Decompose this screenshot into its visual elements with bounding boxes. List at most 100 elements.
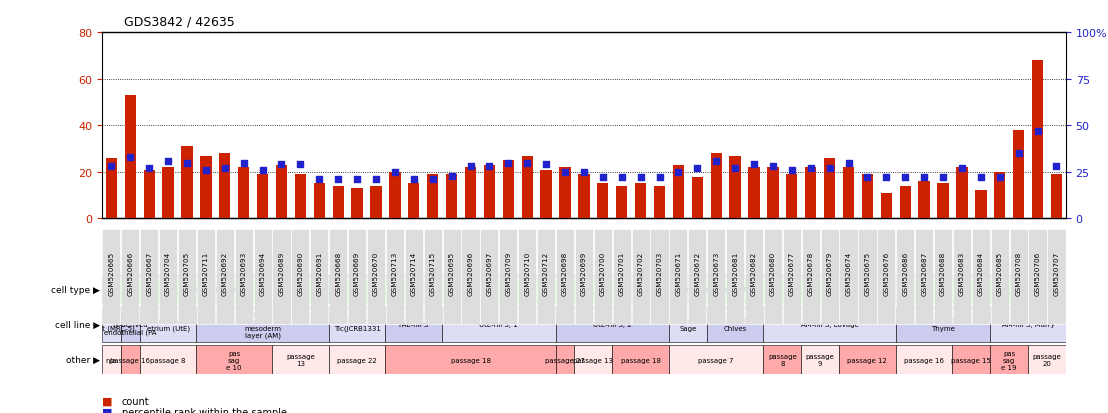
Point — [632, 175, 649, 181]
Text: GSM520669: GSM520669 — [355, 251, 360, 295]
Text: GSM520710: GSM520710 — [524, 251, 531, 295]
Bar — [578, 175, 589, 219]
Text: AM-hiPS, Lovage: AM-hiPS, Lovage — [801, 322, 859, 328]
Point — [178, 160, 196, 166]
FancyBboxPatch shape — [669, 230, 687, 325]
Text: uterine endom
etrium (UtE): uterine endom etrium (UtE) — [142, 318, 194, 331]
Text: ■: ■ — [102, 407, 112, 413]
Text: GSM520713: GSM520713 — [392, 251, 398, 295]
Point — [765, 164, 782, 170]
FancyBboxPatch shape — [555, 307, 669, 342]
FancyBboxPatch shape — [613, 230, 630, 325]
FancyBboxPatch shape — [613, 345, 669, 374]
Text: GSM520695: GSM520695 — [449, 251, 454, 295]
FancyBboxPatch shape — [763, 307, 895, 342]
Text: GSM520673: GSM520673 — [714, 251, 719, 295]
Point — [1009, 150, 1027, 157]
Text: GSM520699: GSM520699 — [581, 251, 587, 295]
FancyBboxPatch shape — [801, 345, 839, 374]
FancyBboxPatch shape — [197, 230, 215, 325]
FancyBboxPatch shape — [972, 230, 989, 325]
FancyBboxPatch shape — [1047, 230, 1066, 325]
Text: MRC-hiPS,
Tic(JCRB1331: MRC-hiPS, Tic(JCRB1331 — [334, 318, 380, 331]
Point — [783, 167, 801, 174]
Bar — [919, 182, 930, 219]
FancyBboxPatch shape — [121, 307, 140, 342]
Point — [934, 175, 952, 181]
Text: GSM520703: GSM520703 — [657, 251, 663, 295]
Point — [878, 175, 895, 181]
Text: GSM520672: GSM520672 — [695, 251, 700, 295]
Bar — [238, 168, 249, 219]
Bar — [370, 186, 381, 219]
FancyBboxPatch shape — [140, 230, 158, 325]
Bar — [787, 175, 798, 219]
Text: passage 8: passage 8 — [151, 357, 186, 363]
Point — [802, 165, 820, 172]
Bar — [635, 184, 646, 219]
Bar — [124, 96, 136, 219]
Point — [291, 162, 309, 169]
Text: GSM520686: GSM520686 — [902, 251, 909, 295]
Bar — [219, 154, 230, 219]
FancyBboxPatch shape — [102, 275, 329, 304]
FancyBboxPatch shape — [140, 307, 196, 342]
FancyBboxPatch shape — [840, 230, 858, 325]
Point — [650, 175, 668, 181]
Point — [537, 162, 555, 169]
FancyBboxPatch shape — [839, 345, 895, 374]
Bar — [862, 175, 873, 219]
Bar — [975, 191, 986, 219]
Text: GSM520692: GSM520692 — [222, 251, 228, 295]
Bar — [748, 168, 760, 219]
Text: n/a: n/a — [106, 357, 117, 363]
Text: GSM520697: GSM520697 — [486, 251, 492, 295]
FancyBboxPatch shape — [707, 230, 726, 325]
Text: passage
9: passage 9 — [806, 353, 834, 366]
Bar — [1013, 131, 1024, 219]
Point — [915, 175, 933, 181]
Bar — [729, 156, 741, 219]
FancyBboxPatch shape — [802, 230, 820, 325]
Text: GSM520702: GSM520702 — [637, 251, 644, 295]
FancyBboxPatch shape — [556, 230, 574, 325]
Point — [329, 177, 347, 183]
Point — [1028, 128, 1046, 135]
FancyBboxPatch shape — [348, 230, 366, 325]
Point — [991, 175, 1008, 181]
Text: GSM520687: GSM520687 — [921, 251, 927, 295]
Bar — [541, 170, 552, 219]
FancyBboxPatch shape — [707, 307, 763, 342]
FancyBboxPatch shape — [669, 307, 707, 342]
Point — [404, 177, 422, 183]
Text: GSM520680: GSM520680 — [770, 251, 776, 295]
FancyBboxPatch shape — [329, 345, 386, 374]
Text: GSM520688: GSM520688 — [940, 251, 946, 295]
Bar — [427, 175, 439, 219]
Point — [103, 164, 121, 170]
Point — [481, 164, 499, 170]
Point — [348, 177, 366, 183]
Point — [310, 177, 328, 183]
FancyBboxPatch shape — [574, 345, 613, 374]
FancyBboxPatch shape — [650, 230, 668, 325]
Text: GSM520689: GSM520689 — [278, 251, 285, 295]
Text: passage
8: passage 8 — [768, 353, 797, 366]
FancyBboxPatch shape — [196, 307, 329, 342]
FancyBboxPatch shape — [329, 307, 386, 342]
FancyBboxPatch shape — [273, 345, 329, 374]
Bar — [956, 168, 967, 219]
Text: GSM520691: GSM520691 — [316, 251, 322, 295]
Point — [840, 160, 858, 166]
Point — [216, 165, 234, 172]
FancyBboxPatch shape — [821, 230, 839, 325]
Point — [462, 164, 480, 170]
FancyBboxPatch shape — [537, 230, 555, 325]
Text: passage 22: passage 22 — [337, 357, 377, 363]
Text: GSM520707: GSM520707 — [1054, 251, 1059, 295]
FancyBboxPatch shape — [632, 230, 649, 325]
Bar — [1032, 61, 1044, 219]
FancyBboxPatch shape — [991, 230, 1008, 325]
FancyBboxPatch shape — [329, 230, 347, 325]
Point — [575, 169, 593, 176]
